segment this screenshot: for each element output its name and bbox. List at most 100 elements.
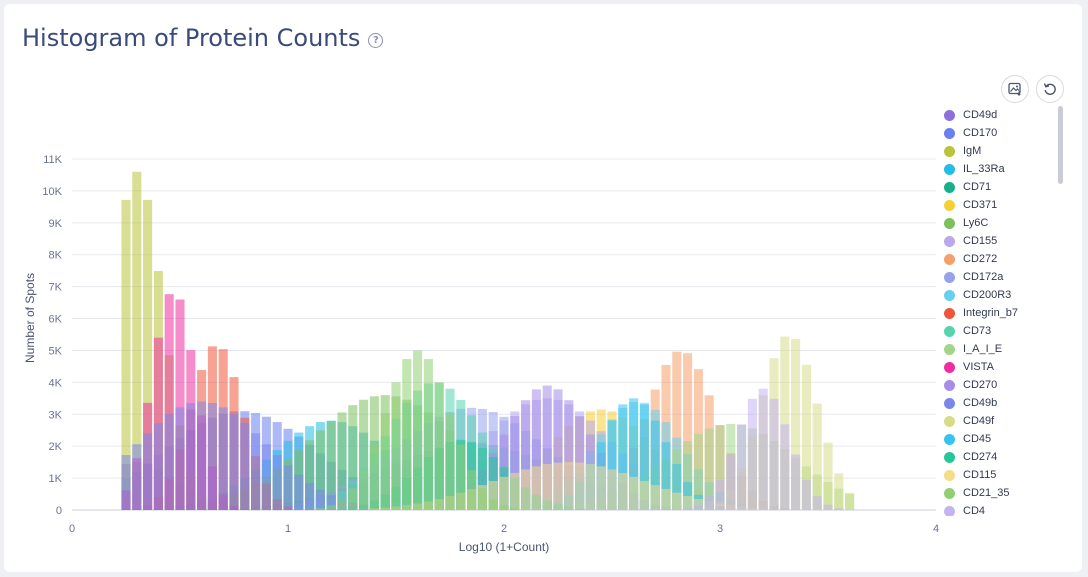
legend-item-cd49d[interactable]: CD49d [944, 106, 1056, 124]
histogram-bar-cd49b[interactable] [305, 482, 315, 510]
histogram-bar-cd115[interactable] [672, 492, 682, 510]
histogram-bar-cd115[interactable] [585, 464, 595, 510]
histogram-bar-cd49b[interactable] [197, 401, 207, 510]
histogram-bar-cd272[interactable] [683, 353, 693, 510]
histogram-bar-cd4[interactable] [780, 424, 790, 510]
histogram-bar-cd49f[interactable] [812, 403, 822, 510]
histogram-bar-cd21_35[interactable] [499, 505, 509, 510]
histogram-bar-cd49b[interactable] [153, 423, 163, 510]
histogram-bar-cd45[interactable] [650, 420, 660, 510]
legend-item-cd172a[interactable]: CD172a [944, 268, 1056, 286]
histogram-bar-ly6c[interactable] [359, 399, 369, 510]
histogram-bar-cd45[interactable] [672, 464, 682, 510]
histogram-bar-cd21_35[interactable] [445, 413, 455, 510]
histogram-bar-cd49b[interactable] [229, 414, 239, 510]
question-circle-icon[interactable]: ? [368, 32, 384, 48]
histogram-bar-cd21_35[interactable] [423, 359, 433, 510]
histogram-bar-cd115[interactable] [596, 466, 606, 510]
histogram-bar-cd270[interactable] [510, 416, 520, 510]
histogram-bar-cd21_35[interactable] [359, 470, 369, 510]
legend-item-cd371[interactable]: CD371 [944, 196, 1056, 214]
histogram-bar-cd4[interactable] [801, 479, 811, 510]
histogram-bar-cd270[interactable] [564, 400, 574, 510]
histogram-bar-cd21_35[interactable] [488, 499, 498, 510]
histogram-bar-cd274[interactable] [477, 448, 487, 510]
legend-item-cd170[interactable]: CD170 [944, 124, 1056, 142]
histogram-bar-cd21_35[interactable] [467, 470, 477, 510]
histogram-bar-cd4[interactable] [737, 424, 747, 510]
histogram-bar-cd49b[interactable] [326, 495, 336, 510]
histogram-bar-cd4[interactable] [823, 504, 833, 510]
histogram-bar-cd115[interactable] [618, 472, 628, 510]
histogram-bar-cd45[interactable] [639, 404, 649, 510]
histogram-bar-cd4[interactable] [693, 504, 703, 510]
histogram-bar-cd4[interactable] [704, 496, 714, 510]
histogram-bar-cd49b[interactable] [283, 465, 293, 510]
histogram-bar-cd21_35[interactable] [326, 505, 336, 510]
legend-item-cd115[interactable]: CD115 [944, 466, 1056, 484]
histogram-bar-cd49b[interactable] [251, 433, 261, 510]
histogram-bar-cd115[interactable] [564, 462, 574, 510]
histogram-bar-cd115[interactable] [521, 469, 531, 510]
histogram-bar-cd115[interactable] [488, 480, 498, 510]
histogram-bar-cd49b[interactable] [207, 403, 217, 510]
histogram-bar-cd49b[interactable] [121, 455, 131, 510]
histogram-bar-cd115[interactable] [510, 472, 520, 510]
histogram-bar-cd115[interactable] [683, 496, 693, 510]
histogram-bar-vista[interactable] [164, 294, 174, 510]
histogram-bar-cd115[interactable] [629, 476, 639, 510]
histogram-bar-cd49f[interactable] [823, 442, 833, 510]
histogram-bar-cd45[interactable] [618, 404, 628, 510]
histogram-bar-cd49f[interactable] [834, 473, 844, 510]
histogram-bar-cd115[interactable] [693, 498, 703, 510]
histogram-bar-cd4[interactable] [791, 454, 801, 510]
histogram-bar-cd4[interactable] [758, 388, 768, 510]
legend-item-cd270[interactable]: CD270 [944, 376, 1056, 394]
histogram-bar-cd115[interactable] [499, 476, 509, 510]
histogram-bar-cd115[interactable] [607, 469, 617, 510]
histogram-bar-cd21_35[interactable] [413, 350, 423, 510]
legend-item-i_a_i_e[interactable]: I_A_I_E [944, 340, 1056, 358]
histogram-bar-cd49b[interactable] [186, 403, 196, 510]
histogram-bar-ly6c[interactable] [348, 405, 358, 510]
histogram-bar-cd115[interactable] [575, 462, 585, 510]
histogram-bar-ly6c[interactable] [315, 430, 325, 510]
reset-button[interactable] [1036, 75, 1064, 103]
histogram-bar-ly6c[interactable] [337, 412, 347, 510]
legend-item-cd200r3[interactable]: CD200R3 [944, 286, 1056, 304]
histogram-bar-cd4[interactable] [683, 508, 693, 510]
histogram-bar-cd45[interactable] [607, 420, 617, 510]
histogram-bar-cd115[interactable] [531, 466, 541, 510]
legend-item-cd4[interactable]: CD4 [944, 502, 1056, 516]
legend-item-cd272[interactable]: CD272 [944, 250, 1056, 268]
histogram-bar-cd21_35[interactable] [510, 508, 520, 510]
histogram-bar-cd4[interactable] [834, 508, 844, 510]
legend-item-il_33ra[interactable]: IL_33Ra [944, 160, 1056, 178]
histogram-bar-igm[interactable] [143, 199, 153, 511]
histogram-bar-cd21_35[interactable] [337, 499, 347, 510]
legend-item-cd155[interactable]: CD155 [944, 232, 1056, 250]
legend-item-cd21_35[interactable]: CD21_35 [944, 484, 1056, 502]
legend-item-integrin_b7[interactable]: Integrin_b7 [944, 304, 1056, 322]
histogram-bar-cd49b[interactable] [143, 433, 153, 510]
histogram-bar-cd49b[interactable] [218, 407, 228, 510]
histogram-bar-cd21_35[interactable] [380, 413, 390, 510]
histogram-bar-cd49b[interactable] [175, 407, 185, 510]
histogram-bar-ly6c[interactable] [305, 440, 315, 510]
histogram-bar-i_a_i_e[interactable] [683, 441, 693, 510]
histogram-bar-cd49b[interactable] [261, 444, 271, 510]
histogram-bar-cd270[interactable] [521, 400, 531, 510]
legend-item-igm[interactable]: IgM [944, 142, 1056, 160]
histogram-bar-cd270[interactable] [553, 389, 563, 510]
histogram-bar-cd49b[interactable] [240, 423, 250, 510]
histogram-bar-cd270[interactable] [542, 385, 552, 510]
histogram-bar-cd49f[interactable] [791, 339, 801, 510]
histogram-bar-cd21_35[interactable] [348, 488, 358, 510]
download-image-button[interactable] [1001, 75, 1029, 103]
histogram-bar-cd115[interactable] [542, 464, 552, 510]
histogram-bar-cd4[interactable] [715, 479, 725, 510]
histogram-bar-i_a_i_e[interactable] [693, 433, 703, 510]
histogram-bar-cd21_35[interactable] [369, 444, 379, 510]
histogram-bar-igm[interactable] [121, 199, 131, 511]
histogram-bar-i_a_i_e[interactable] [715, 425, 725, 510]
